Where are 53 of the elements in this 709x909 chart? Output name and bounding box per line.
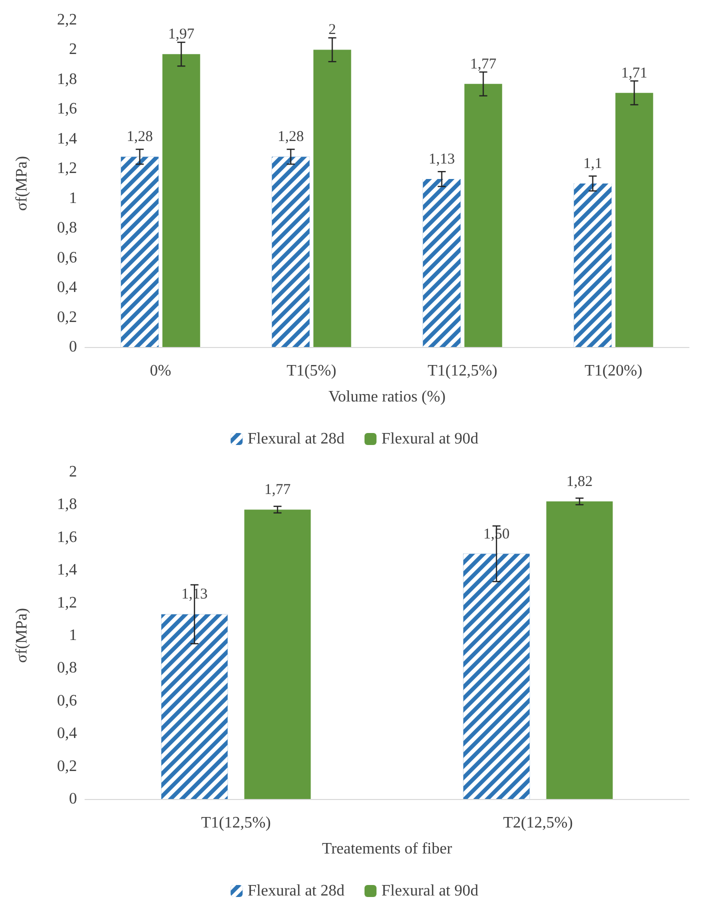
data-label: 1,97	[168, 26, 195, 43]
data-label: 1,28	[278, 129, 304, 146]
x-tick-label: T1(5%)	[286, 362, 336, 380]
data-label: 1,77	[470, 56, 497, 72]
bar	[244, 510, 311, 799]
y-tick-label: 1,6	[57, 100, 77, 118]
x-tick-label: T1(20%)	[584, 362, 642, 380]
bar	[162, 54, 200, 347]
data-label: 2	[328, 22, 336, 38]
data-label: 1,71	[621, 65, 648, 82]
y-tick-label: 0,6	[57, 692, 77, 710]
y-tick-label: 0,2	[57, 308, 77, 326]
y-axis-title: σf(MPa)	[14, 156, 30, 211]
legend-label: Flexural at 28d	[248, 882, 345, 900]
data-label: 1,13	[428, 152, 455, 168]
y-tick-label: 2	[69, 464, 77, 480]
y-tick-label: 1,8	[57, 496, 77, 514]
bar	[313, 50, 352, 347]
y-tick-label: 0	[69, 338, 77, 356]
y-tick-label: 1,2	[57, 160, 77, 178]
bar	[615, 92, 654, 347]
bar	[546, 501, 613, 799]
legend-label: Flexural at 90d	[382, 882, 478, 900]
y-tick-label: 0	[69, 790, 77, 808]
y-tick-label: 0,2	[57, 758, 77, 775]
y-tick-label: 1	[69, 190, 77, 207]
y-tick-label: 0,6	[57, 249, 77, 266]
data-label: 1,1	[583, 156, 602, 172]
bar	[464, 84, 502, 347]
x-tick-label: T2(12,5%)	[503, 814, 573, 832]
y-axis-title: σf(MPa)	[14, 608, 30, 663]
y-tick-label: 0,4	[57, 279, 77, 296]
y-tick-label: 1,6	[57, 528, 77, 546]
x-axis-title: Treatements of fiber	[322, 840, 453, 858]
y-tick-label: 1,4	[57, 130, 77, 148]
y-tick-label: 0,8	[57, 660, 77, 677]
x-tick-label: T1(12,5%)	[428, 362, 498, 380]
x-tick-label: 0%	[150, 362, 172, 380]
y-tick-label: 1,4	[57, 562, 77, 579]
y-tick-label: 1,2	[57, 594, 77, 612]
data-label: 1,28	[126, 129, 153, 146]
y-tick-label: 2	[69, 41, 77, 58]
data-label: 1,77	[264, 482, 292, 498]
y-tick-label: 0,4	[57, 725, 77, 742]
data-label: 1,82	[566, 474, 593, 490]
x-tick-label: T1(12,5%)	[201, 814, 271, 832]
y-tick-label: 2,2	[57, 12, 77, 28]
y-tick-label: 0,8	[57, 220, 77, 237]
y-tick-label: 1,8	[57, 70, 77, 88]
y-tick-label: 1	[69, 627, 77, 644]
x-axis-title: Volume ratios (%)	[328, 388, 446, 406]
legend-label: Flexural at 90d	[382, 430, 478, 448]
legend-label: Flexural at 28d	[248, 430, 345, 448]
